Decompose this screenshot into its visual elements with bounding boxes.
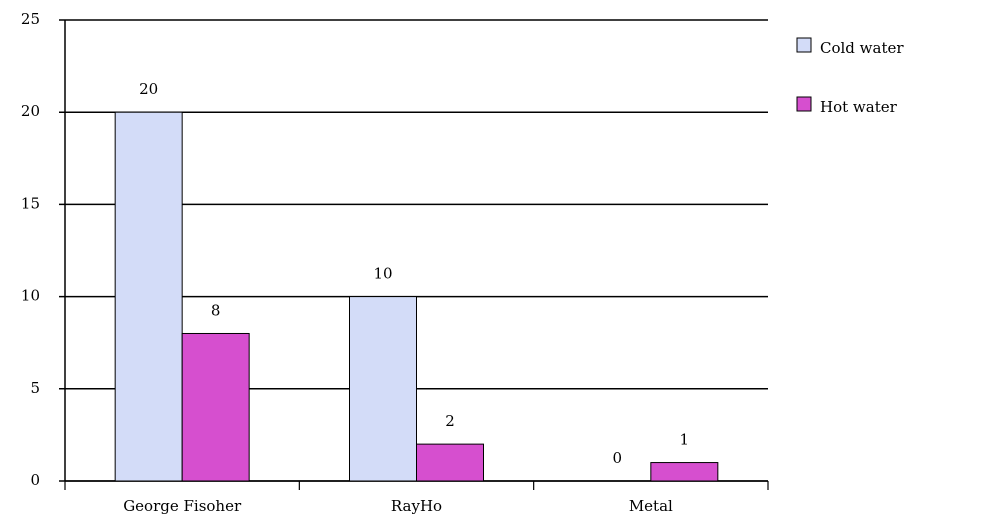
value-label: 2 — [445, 412, 455, 430]
bar — [416, 443, 484, 482]
bar — [181, 332, 250, 482]
value-label: 1 — [680, 431, 690, 449]
y-tick-label: 15 — [21, 194, 40, 212]
legend-label: Cold water — [820, 39, 904, 57]
value-label: 10 — [373, 265, 392, 283]
y-tick-label: 20 — [21, 102, 40, 120]
bar — [349, 296, 417, 482]
bar — [650, 462, 719, 482]
value-label: 8 — [211, 301, 221, 319]
legend-swatch — [796, 37, 812, 53]
x-tick-label: RayHo — [391, 497, 442, 515]
bar — [114, 111, 183, 482]
x-tick-label: Metal — [629, 497, 673, 515]
y-tick-label: 10 — [21, 287, 40, 305]
y-tick-label: 5 — [30, 379, 40, 397]
legend-label: Hot water — [820, 98, 898, 116]
y-tick-label: 0 — [30, 471, 40, 489]
value-label: 0 — [613, 449, 623, 467]
value-label: 20 — [139, 80, 158, 98]
x-tick-label: George Fisoher — [123, 497, 242, 515]
y-tick-label: 25 — [21, 10, 40, 28]
legend-swatch — [796, 96, 812, 112]
